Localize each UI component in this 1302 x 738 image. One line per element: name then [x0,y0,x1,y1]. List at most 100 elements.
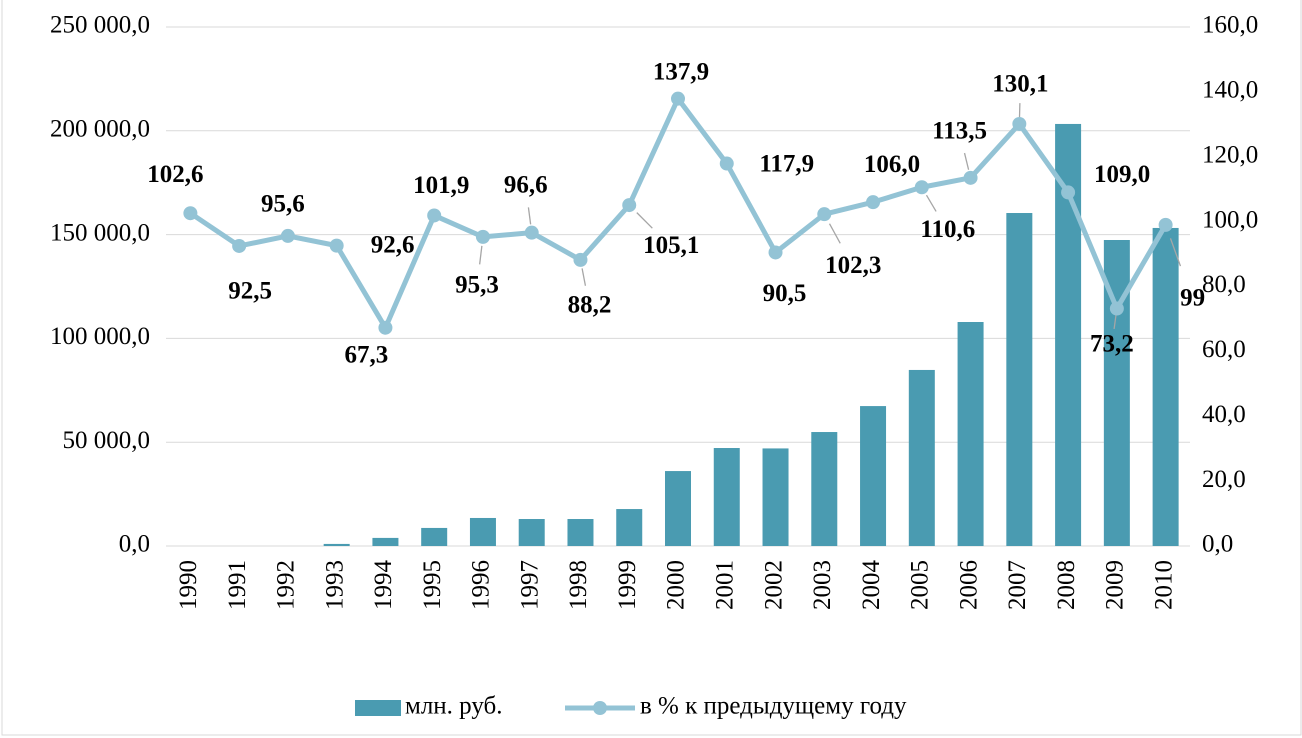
x-tick-label: 2002 [760,560,787,610]
leader-line [1169,238,1182,267]
legend-swatch [355,700,401,716]
bar [860,406,887,546]
y-tick-label: 150 000,0 [50,219,150,246]
x-tick-label: 1998 [565,560,592,610]
marker [963,170,978,185]
bar [372,537,399,546]
data-label: 102,3 [825,252,881,279]
data-label: 113,5 [932,118,987,145]
data-label: 92,6 [371,231,415,258]
data-label: 90,5 [763,280,807,307]
x-tick-label: 2003 [809,560,836,610]
legend-swatch [593,701,607,715]
x-tick-label: 2001 [711,560,738,610]
x-tick-label: 2008 [1053,560,1080,610]
data-label: 105,1 [643,232,699,259]
leader-line [963,152,970,170]
data-label: 67,3 [345,341,389,368]
x-tick-label: 1990 [175,560,202,610]
y2-tick-label: 0,0 [1202,531,1233,558]
bar [616,509,643,546]
bar [908,369,935,546]
marker [475,229,490,244]
bar [762,448,789,546]
bar [469,517,496,546]
bar [957,321,984,546]
y-tick-label: 100 000,0 [50,323,150,350]
legend-label: млн. руб. [405,693,503,720]
bar [1152,227,1179,547]
data-label: 99 [1180,285,1205,312]
y2-tick-label: 20,0 [1202,466,1246,493]
x-tick-label: 1999 [614,560,641,610]
y2-tick-label: 60,0 [1202,336,1246,363]
x-tick-label: 2005 [907,560,934,610]
marker [622,198,637,213]
data-label: 137,9 [653,58,709,85]
x-tick-label: 2009 [1102,560,1129,610]
x-tick-label: 2000 [663,560,690,610]
x-tick-label: 1995 [419,560,446,610]
marker [232,238,247,253]
y2-tick-label: 80,0 [1202,271,1246,298]
marker [573,252,588,267]
leader-line [581,268,587,286]
marker [671,91,685,106]
x-tick-label: 1994 [370,560,397,611]
data-label: 96,6 [504,171,548,198]
x-tick-label: 1991 [224,560,251,610]
y-tick-label: 200 000,0 [50,116,150,143]
marker [768,245,783,260]
bar [665,471,691,546]
leader-line [527,207,532,225]
y-tick-label: 250 000,0 [50,12,150,39]
y2-tick-label: 100,0 [1202,206,1258,233]
data-label: 102,6 [147,161,203,188]
bar [1006,213,1033,547]
bar [518,519,545,546]
marker [866,195,881,210]
data-label: 88,2 [568,292,612,319]
data-label: 95,6 [261,191,305,218]
marker [183,206,198,221]
y2-tick-label: 160,0 [1202,12,1258,39]
leader-line [479,245,483,265]
data-label: 110,6 [920,216,975,243]
y2-tick-label: 140,0 [1202,77,1258,104]
data-label: 73,2 [1090,330,1134,357]
x-tick-label: 2006 [955,560,982,610]
leader-line [636,212,653,229]
marker [524,225,539,240]
x-tick-label: 2004 [858,560,885,611]
y-tick-label: 50 000,0 [63,427,151,454]
marker [378,320,393,335]
y-tick-label: 0,0 [119,531,150,558]
bar [811,432,838,546]
marker [1158,217,1173,232]
marker [719,156,734,171]
bar [567,519,594,546]
x-tick-label: 1997 [516,560,543,610]
data-label: 106,0 [864,151,920,178]
data-label: 117,9 [759,150,814,177]
x-tick-label: 1996 [468,560,495,610]
bar [713,448,740,546]
bar [323,543,350,546]
x-tick-label: 2010 [1150,560,1177,610]
marker [817,207,832,222]
x-tick-label: 1993 [321,560,348,610]
marker [914,180,929,195]
marker [329,238,344,253]
data-label: 92,5 [228,278,272,305]
leader-line [1113,315,1117,329]
data-label: 109,0 [1094,161,1150,188]
y2-tick-label: 120,0 [1202,141,1258,168]
x-tick-label: 1992 [273,560,300,610]
marker [1061,185,1076,200]
bar [421,527,448,546]
marker [1109,301,1124,316]
leader-line [828,223,841,244]
leader-line [925,194,937,212]
